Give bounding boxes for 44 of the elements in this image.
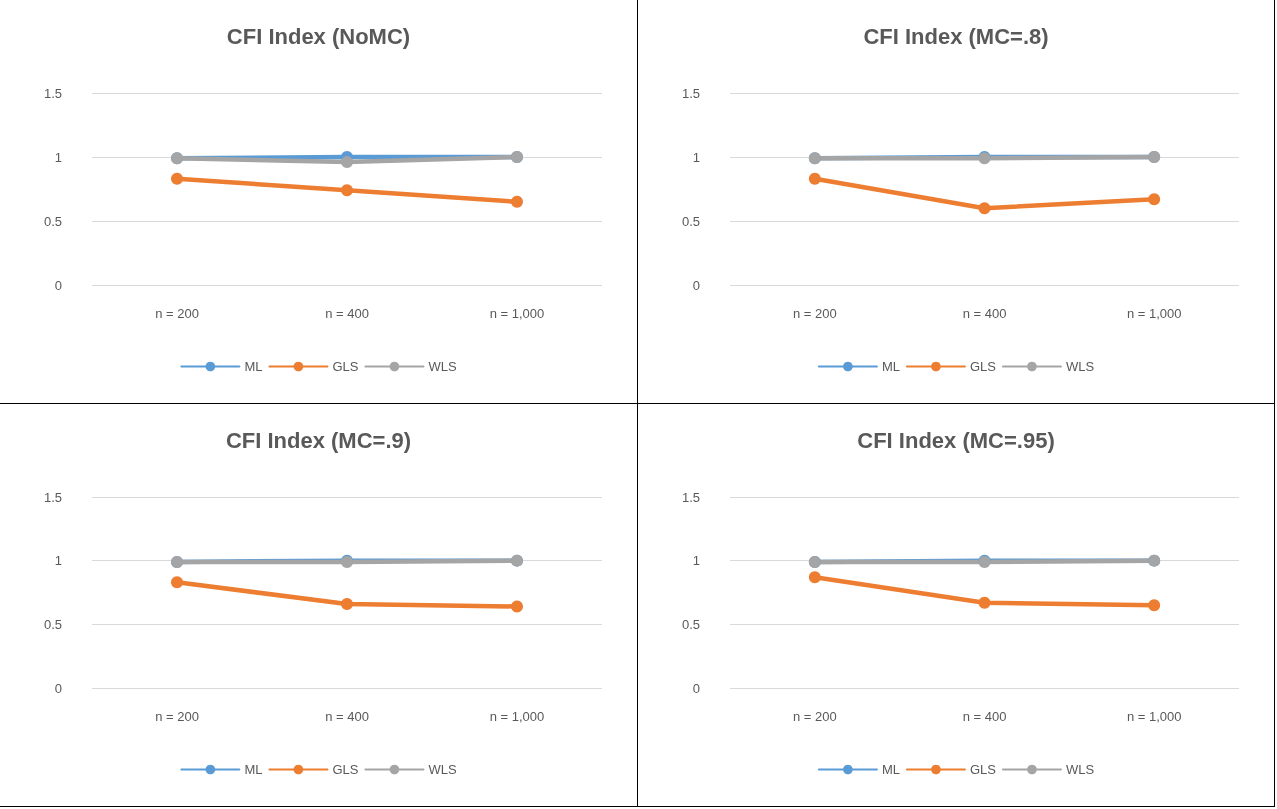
y-tick-label: 1 [54,149,62,165]
y-tick-label: 1 [54,553,62,569]
x-tick-label: n = 1,000 [489,306,545,321]
x-tick-label: n = 400 [962,709,1007,724]
legend-label: ML [244,359,263,374]
chart-title: CFI Index (MC=.9) [225,427,412,453]
y-tick-label: 1.5 [43,85,62,101]
y-tick-label: 1.5 [43,489,62,505]
legend-label: GLS [969,762,997,777]
chart-title: CFI Index (NoMC) [226,23,411,49]
y-tick-label: 0 [54,680,62,696]
legend-label: WLS [1065,359,1095,374]
chart-title: CFI Index (MC=.8) [863,23,1049,49]
x-tick-label: n = 1,000 [1126,709,1182,724]
legend-label: GLS [332,359,359,374]
x-tick-label: n = 400 [962,306,1007,321]
y-tick-label: 0 [692,680,700,696]
legend-label: WLS [428,762,457,777]
legend-label: WLS [1065,762,1095,777]
x-tick-label: n = 200 [792,306,837,321]
x-tick-label: n = 200 [155,709,199,724]
legend-label: ML [881,359,900,374]
y-tick-label: 1.5 [681,489,700,505]
y-tick-label: 1.5 [681,85,700,101]
x-tick-label: n = 200 [792,709,837,724]
legend-label: GLS [332,762,359,777]
chart-title: CFI Index (MC=.95) [857,427,1055,453]
y-tick-label: 1 [692,149,700,165]
y-tick-label: 0 [692,277,700,293]
y-tick-label: 0.5 [681,213,700,229]
y-tick-label: 0 [54,277,62,293]
x-tick-label: n = 400 [325,709,369,724]
legend-label: GLS [969,359,997,374]
x-tick-label: n = 1,000 [489,709,545,724]
y-tick-label: 1 [692,553,700,569]
x-tick-label: n = 400 [325,306,369,321]
x-tick-label: n = 200 [155,306,199,321]
y-tick-label: 0.5 [43,213,62,229]
legend-label: ML [244,762,263,777]
y-tick-label: 0.5 [681,616,700,632]
legend-label: WLS [428,359,457,374]
x-tick-label: n = 1,000 [1126,306,1182,321]
y-tick-label: 0.5 [43,616,62,632]
legend-label: ML [881,762,900,777]
